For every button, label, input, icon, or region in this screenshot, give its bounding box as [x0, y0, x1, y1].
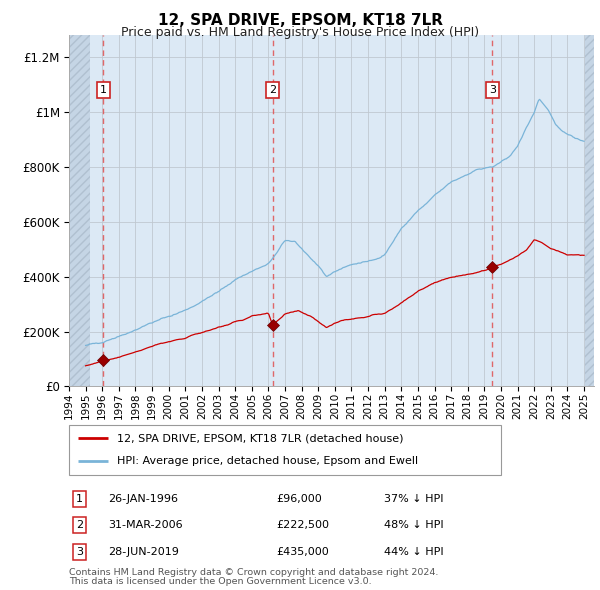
Text: £96,000: £96,000 — [276, 494, 322, 503]
Text: 3: 3 — [76, 547, 83, 556]
Text: 44% ↓ HPI: 44% ↓ HPI — [384, 547, 443, 556]
Text: HPI: Average price, detached house, Epsom and Ewell: HPI: Average price, detached house, Epso… — [116, 457, 418, 467]
Text: 1: 1 — [100, 85, 107, 95]
Text: Contains HM Land Registry data © Crown copyright and database right 2024.: Contains HM Land Registry data © Crown c… — [69, 568, 439, 577]
Text: 12, SPA DRIVE, EPSOM, KT18 7LR: 12, SPA DRIVE, EPSOM, KT18 7LR — [157, 13, 443, 28]
Text: 2: 2 — [76, 520, 83, 530]
Text: 12, SPA DRIVE, EPSOM, KT18 7LR (detached house): 12, SPA DRIVE, EPSOM, KT18 7LR (detached… — [116, 433, 403, 443]
Text: 3: 3 — [489, 85, 496, 95]
FancyBboxPatch shape — [69, 425, 501, 475]
Text: 28-JUN-2019: 28-JUN-2019 — [108, 547, 179, 556]
Text: 37% ↓ HPI: 37% ↓ HPI — [384, 494, 443, 503]
Text: 26-JAN-1996: 26-JAN-1996 — [108, 494, 178, 503]
Bar — [69, 35, 90, 386]
Text: Price paid vs. HM Land Registry's House Price Index (HPI): Price paid vs. HM Land Registry's House … — [121, 26, 479, 39]
Text: 1: 1 — [76, 494, 83, 503]
Text: £222,500: £222,500 — [276, 520, 329, 530]
Text: This data is licensed under the Open Government Licence v3.0.: This data is licensed under the Open Gov… — [69, 578, 371, 586]
Text: 31-MAR-2006: 31-MAR-2006 — [108, 520, 182, 530]
Text: £435,000: £435,000 — [276, 547, 329, 556]
Bar — [585, 35, 594, 386]
Text: 2: 2 — [269, 85, 276, 95]
Text: 48% ↓ HPI: 48% ↓ HPI — [384, 520, 443, 530]
